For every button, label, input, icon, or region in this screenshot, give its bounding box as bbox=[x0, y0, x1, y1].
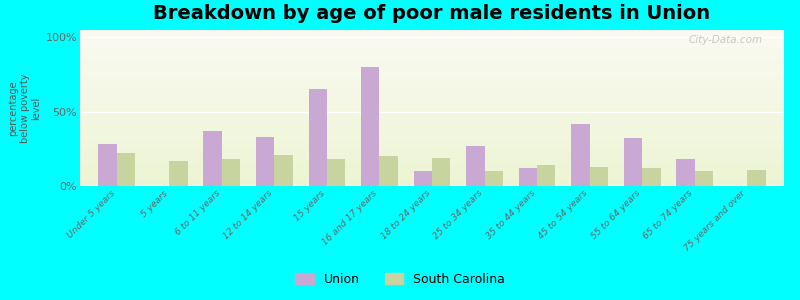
Bar bbox=[98, 144, 117, 186]
Text: City-Data.com: City-Data.com bbox=[689, 35, 763, 45]
Bar bbox=[571, 124, 590, 186]
Text: percentage
below poverty
level: percentage below poverty level bbox=[8, 73, 42, 143]
Bar bbox=[747, 170, 766, 186]
Bar bbox=[518, 168, 537, 186]
Bar bbox=[309, 89, 327, 186]
Bar bbox=[327, 159, 346, 186]
Bar bbox=[170, 161, 188, 186]
Bar bbox=[203, 131, 222, 186]
Bar bbox=[694, 171, 713, 186]
Bar bbox=[117, 153, 135, 186]
Bar bbox=[590, 167, 608, 186]
Bar bbox=[379, 156, 398, 186]
Bar bbox=[537, 165, 555, 186]
Bar bbox=[642, 168, 661, 186]
Legend: Union, South Carolina: Union, South Carolina bbox=[290, 268, 510, 291]
Bar bbox=[414, 171, 432, 186]
Bar bbox=[361, 67, 379, 186]
Bar bbox=[222, 159, 240, 186]
Bar bbox=[485, 171, 503, 186]
Bar bbox=[676, 159, 694, 186]
Bar bbox=[432, 158, 450, 186]
Bar bbox=[624, 139, 642, 186]
Bar bbox=[256, 137, 274, 186]
Title: Breakdown by age of poor male residents in Union: Breakdown by age of poor male residents … bbox=[154, 4, 710, 23]
Bar bbox=[466, 146, 485, 186]
Bar bbox=[274, 155, 293, 186]
